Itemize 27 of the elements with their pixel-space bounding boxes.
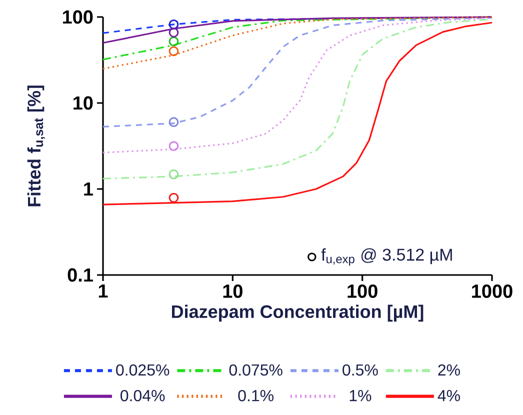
x-axis-title: Diazepam Concentration [µM] bbox=[172, 304, 424, 322]
legend-label: 2% bbox=[438, 364, 460, 376]
point bbox=[168, 36, 179, 46]
y-tick-label: 1 bbox=[84, 182, 93, 196]
x-tick-label: 100 bbox=[348, 284, 378, 298]
legend-label: 1% bbox=[350, 390, 372, 402]
legend-label: 4% bbox=[438, 390, 460, 402]
y-tick-label: 0.1 bbox=[68, 268, 93, 282]
point bbox=[168, 28, 179, 38]
legend-label: 0.5% bbox=[342, 364, 378, 376]
annotation: f$_{u,exp}$ @ 3.512 µM bbox=[321, 248, 452, 266]
point bbox=[168, 117, 179, 128]
x-tick-label: 1 bbox=[98, 284, 108, 298]
legend-label: 0.025% bbox=[116, 364, 170, 376]
point bbox=[168, 169, 179, 180]
point bbox=[168, 141, 179, 151]
y-axis-title: Fitted f$_{u,sat}$ [%] bbox=[27, 86, 45, 206]
point bbox=[168, 192, 179, 203]
legend-label: 0.1% bbox=[238, 390, 274, 402]
y-tick-label: 100 bbox=[62, 10, 93, 24]
point bbox=[168, 46, 179, 56]
legend-label: 0.04% bbox=[120, 390, 165, 402]
y-tick-label: 10 bbox=[74, 96, 93, 110]
legend-label: 0.075% bbox=[229, 364, 282, 376]
point bbox=[168, 19, 179, 30]
x-tick-label: 10 bbox=[223, 284, 242, 298]
x-tick-label: 1000 bbox=[472, 284, 512, 298]
